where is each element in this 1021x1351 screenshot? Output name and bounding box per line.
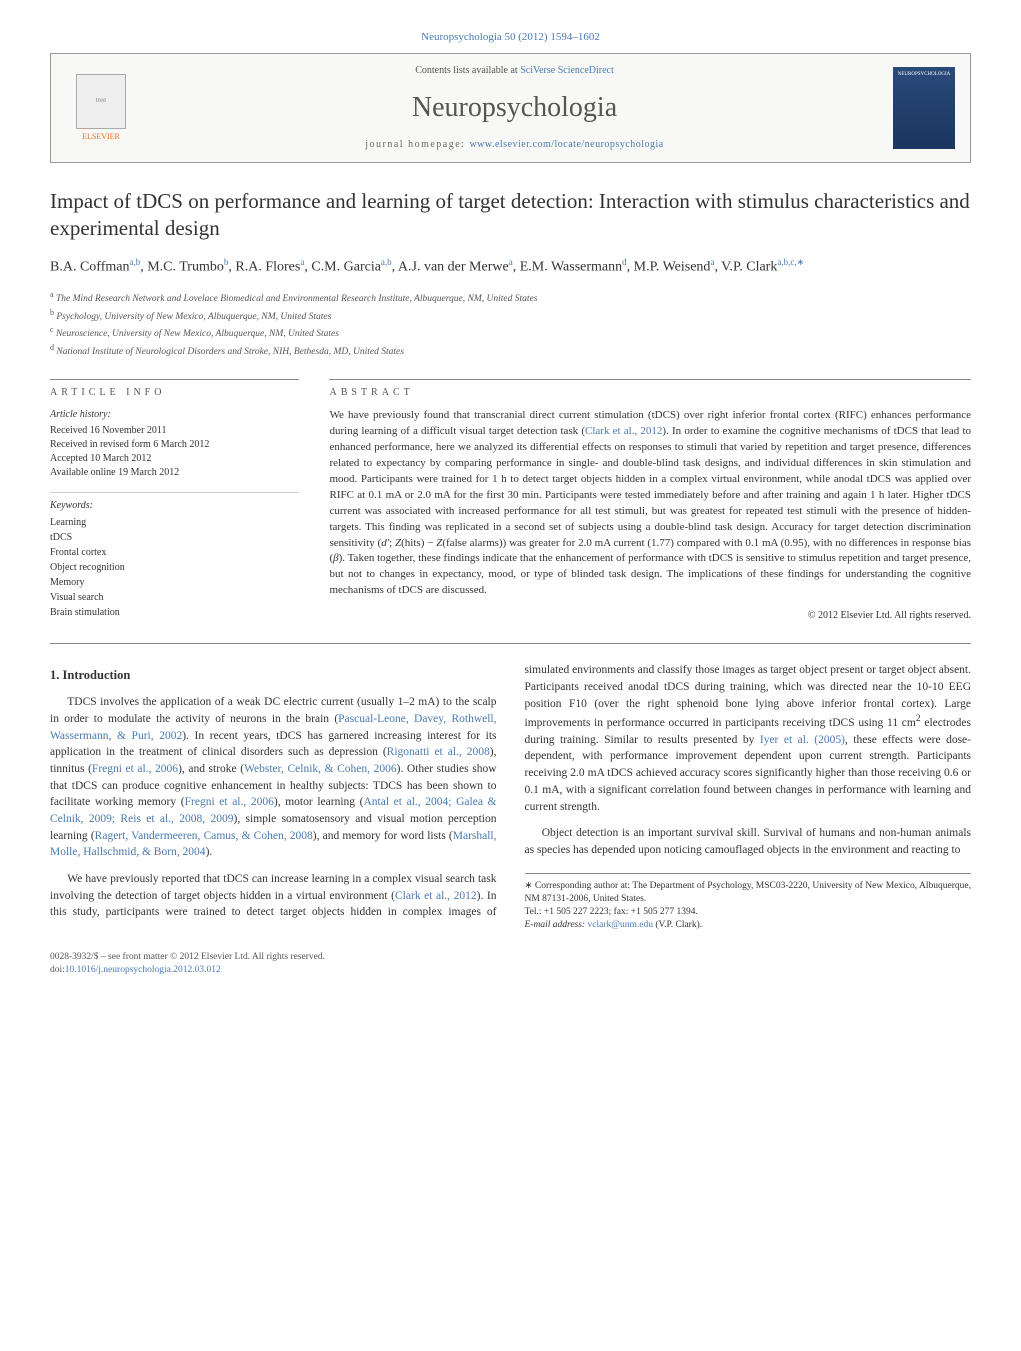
- doi-link[interactable]: 10.1016/j.neuropsychologia.2012.03.012: [65, 965, 221, 975]
- history-line: Received 16 November 2011: [50, 424, 299, 438]
- abstract-heading: abstract: [329, 379, 971, 400]
- elsevier-label: ELSEVIER: [82, 131, 120, 142]
- authors-list: B.A. Coffmana,b, M.C. Trumbob, R.A. Flor…: [50, 256, 971, 277]
- section-rule: [50, 643, 971, 644]
- homepage-prefix: journal homepage:: [365, 139, 469, 150]
- email-suffix: (V.P. Clark).: [653, 920, 702, 930]
- email-label: E-mail address:: [525, 920, 588, 930]
- keyword: Brain stimulation: [50, 605, 299, 620]
- doi-label: doi:: [50, 965, 65, 975]
- affiliation-line: c Neuroscience, University of New Mexico…: [50, 324, 971, 341]
- email-line: E-mail address: vclark@unm.edu (V.P. Cla…: [525, 919, 972, 932]
- article-title: Impact of tDCS on performance and learni…: [50, 188, 971, 243]
- cover-label: NEUROPSYCHOLOGIA: [898, 71, 951, 78]
- intro-p3: Object detection is an important surviva…: [525, 825, 972, 858]
- doi-line: doi:10.1016/j.neuropsychologia.2012.03.0…: [50, 964, 971, 977]
- journal-header-box: tree ELSEVIER Contents lists available a…: [50, 53, 971, 162]
- history-line: Received in revised form 6 March 2012: [50, 438, 299, 452]
- elsevier-logo: tree ELSEVIER: [66, 68, 136, 148]
- history-line: Available online 19 March 2012: [50, 466, 299, 480]
- keyword: Memory: [50, 575, 299, 590]
- keyword: Visual search: [50, 590, 299, 605]
- header-center: Contents lists available at SciVerse Sci…: [136, 64, 893, 151]
- affiliation-line: d National Institute of Neurological Dis…: [50, 342, 971, 359]
- intro-heading: 1. Introduction: [50, 666, 497, 684]
- page-footer: 0028-3932/$ – see front matter © 2012 El…: [50, 951, 971, 978]
- tel-fax: Tel.: +1 505 227 2223; fax: +1 505 277 1…: [525, 906, 972, 919]
- abstract-block: abstract We have previously found that t…: [329, 379, 971, 623]
- contents-prefix: Contents lists available at: [415, 65, 520, 76]
- keyword: Object recognition: [50, 560, 299, 575]
- elsevier-tree-icon: tree: [76, 74, 126, 129]
- journal-reference: Neuropsychologia 50 (2012) 1594–1602: [50, 30, 971, 45]
- article-info-heading: article info: [50, 379, 299, 400]
- affiliation-line: a The Mind Research Network and Lovelace…: [50, 289, 971, 306]
- journal-title: Neuropsychologia: [136, 88, 893, 127]
- homepage-link[interactable]: www.elsevier.com/locate/neuropsychologia: [469, 139, 663, 150]
- front-matter-line: 0028-3932/$ – see front matter © 2012 El…: [50, 951, 971, 964]
- intro-p1: TDCS involves the application of a weak …: [50, 694, 497, 861]
- keywords-list: LearningtDCSFrontal cortexObject recogni…: [50, 515, 299, 620]
- contents-available-line: Contents lists available at SciVerse Sci…: [136, 64, 893, 78]
- email-link[interactable]: vclark@unm.edu: [587, 920, 652, 930]
- abstract-copyright: © 2012 Elsevier Ltd. All rights reserved…: [329, 609, 971, 623]
- corresponding-author: ∗ Corresponding author at: The Departmen…: [525, 880, 972, 907]
- info-abstract-row: article info Article history: Received 1…: [50, 379, 971, 623]
- homepage-line: journal homepage: www.elsevier.com/locat…: [136, 138, 893, 152]
- keywords-label: Keywords:: [50, 492, 299, 513]
- body-columns: 1. Introduction TDCS involves the applic…: [50, 662, 971, 932]
- history-label: Article history:: [50, 408, 299, 422]
- keyword: Frontal cortex: [50, 545, 299, 560]
- keyword: Learning: [50, 515, 299, 530]
- corresponding-footnote: ∗ Corresponding author at: The Departmen…: [525, 873, 972, 933]
- sciencedirect-link[interactable]: SciVerse ScienceDirect: [520, 65, 614, 76]
- affiliation-line: b Psychology, University of New Mexico, …: [50, 307, 971, 324]
- journal-cover-thumbnail: NEUROPSYCHOLOGIA: [893, 67, 955, 149]
- history-block: Received 16 November 2011Received in rev…: [50, 424, 299, 480]
- keyword: tDCS: [50, 530, 299, 545]
- history-line: Accepted 10 March 2012: [50, 452, 299, 466]
- affiliations-list: a The Mind Research Network and Lovelace…: [50, 289, 971, 359]
- abstract-text: We have previously found that transcrani…: [329, 408, 971, 599]
- article-info-block: article info Article history: Received 1…: [50, 379, 299, 623]
